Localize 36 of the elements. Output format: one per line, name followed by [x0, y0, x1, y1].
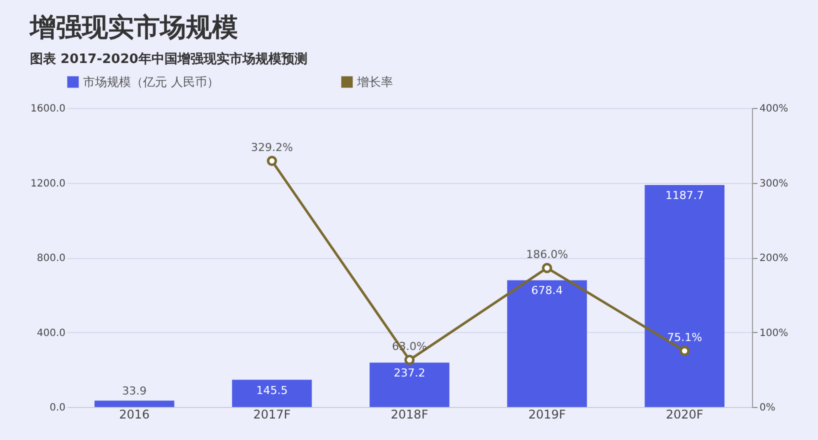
y-tick-label: 800.0 — [36, 253, 66, 264]
x-tick-label: 2018F — [390, 408, 428, 422]
data-label: 186.0% — [526, 248, 568, 261]
y-tick-label: 0.0 — [50, 402, 66, 414]
point — [679, 346, 690, 356]
data-label: 329.2% — [250, 140, 293, 154]
bar — [232, 380, 312, 407]
bar — [507, 280, 587, 407]
bar — [644, 185, 724, 407]
y2-tick-label: 100% — [760, 328, 788, 339]
chart-subtitle: 图表 2017-2020年中国增强现实市场规模预测 — [30, 51, 308, 67]
x-tick-label: 2019F — [528, 408, 566, 422]
point — [404, 354, 415, 366]
data-label: 145.5 — [256, 384, 288, 397]
data-label: 678.4 — [531, 284, 563, 298]
y2-tick-label: 0% — [760, 402, 776, 414]
data-label: 1187.7 — [665, 189, 704, 202]
y2-tick-label: 400% — [760, 104, 788, 114]
point — [266, 156, 278, 166]
legend-label: 市场规模（亿元 人民币） — [83, 75, 219, 89]
point — [542, 262, 552, 274]
x-tick-label: 2020F — [666, 408, 704, 422]
chart-title: 增强现实市场规模 — [29, 13, 238, 43]
y2-tick-label: 300% — [760, 178, 788, 190]
y-tick-label: 1200.0 — [30, 178, 66, 190]
data-label: 33.9 — [122, 384, 147, 398]
x-tick-label: 2016 — [119, 408, 150, 422]
bar — [94, 400, 174, 407]
data-label: 75.1% — [667, 330, 702, 344]
y-tick-label: 1600.0 — [30, 104, 66, 114]
x-tick-label: 2017F — [253, 408, 291, 422]
bar — [370, 362, 450, 407]
legend-label: 增长率 — [356, 75, 393, 89]
y2-tick-label: 200% — [760, 253, 788, 264]
data-label: 237.2 — [394, 366, 426, 380]
y-tick-label: 400.0 — [36, 328, 66, 339]
